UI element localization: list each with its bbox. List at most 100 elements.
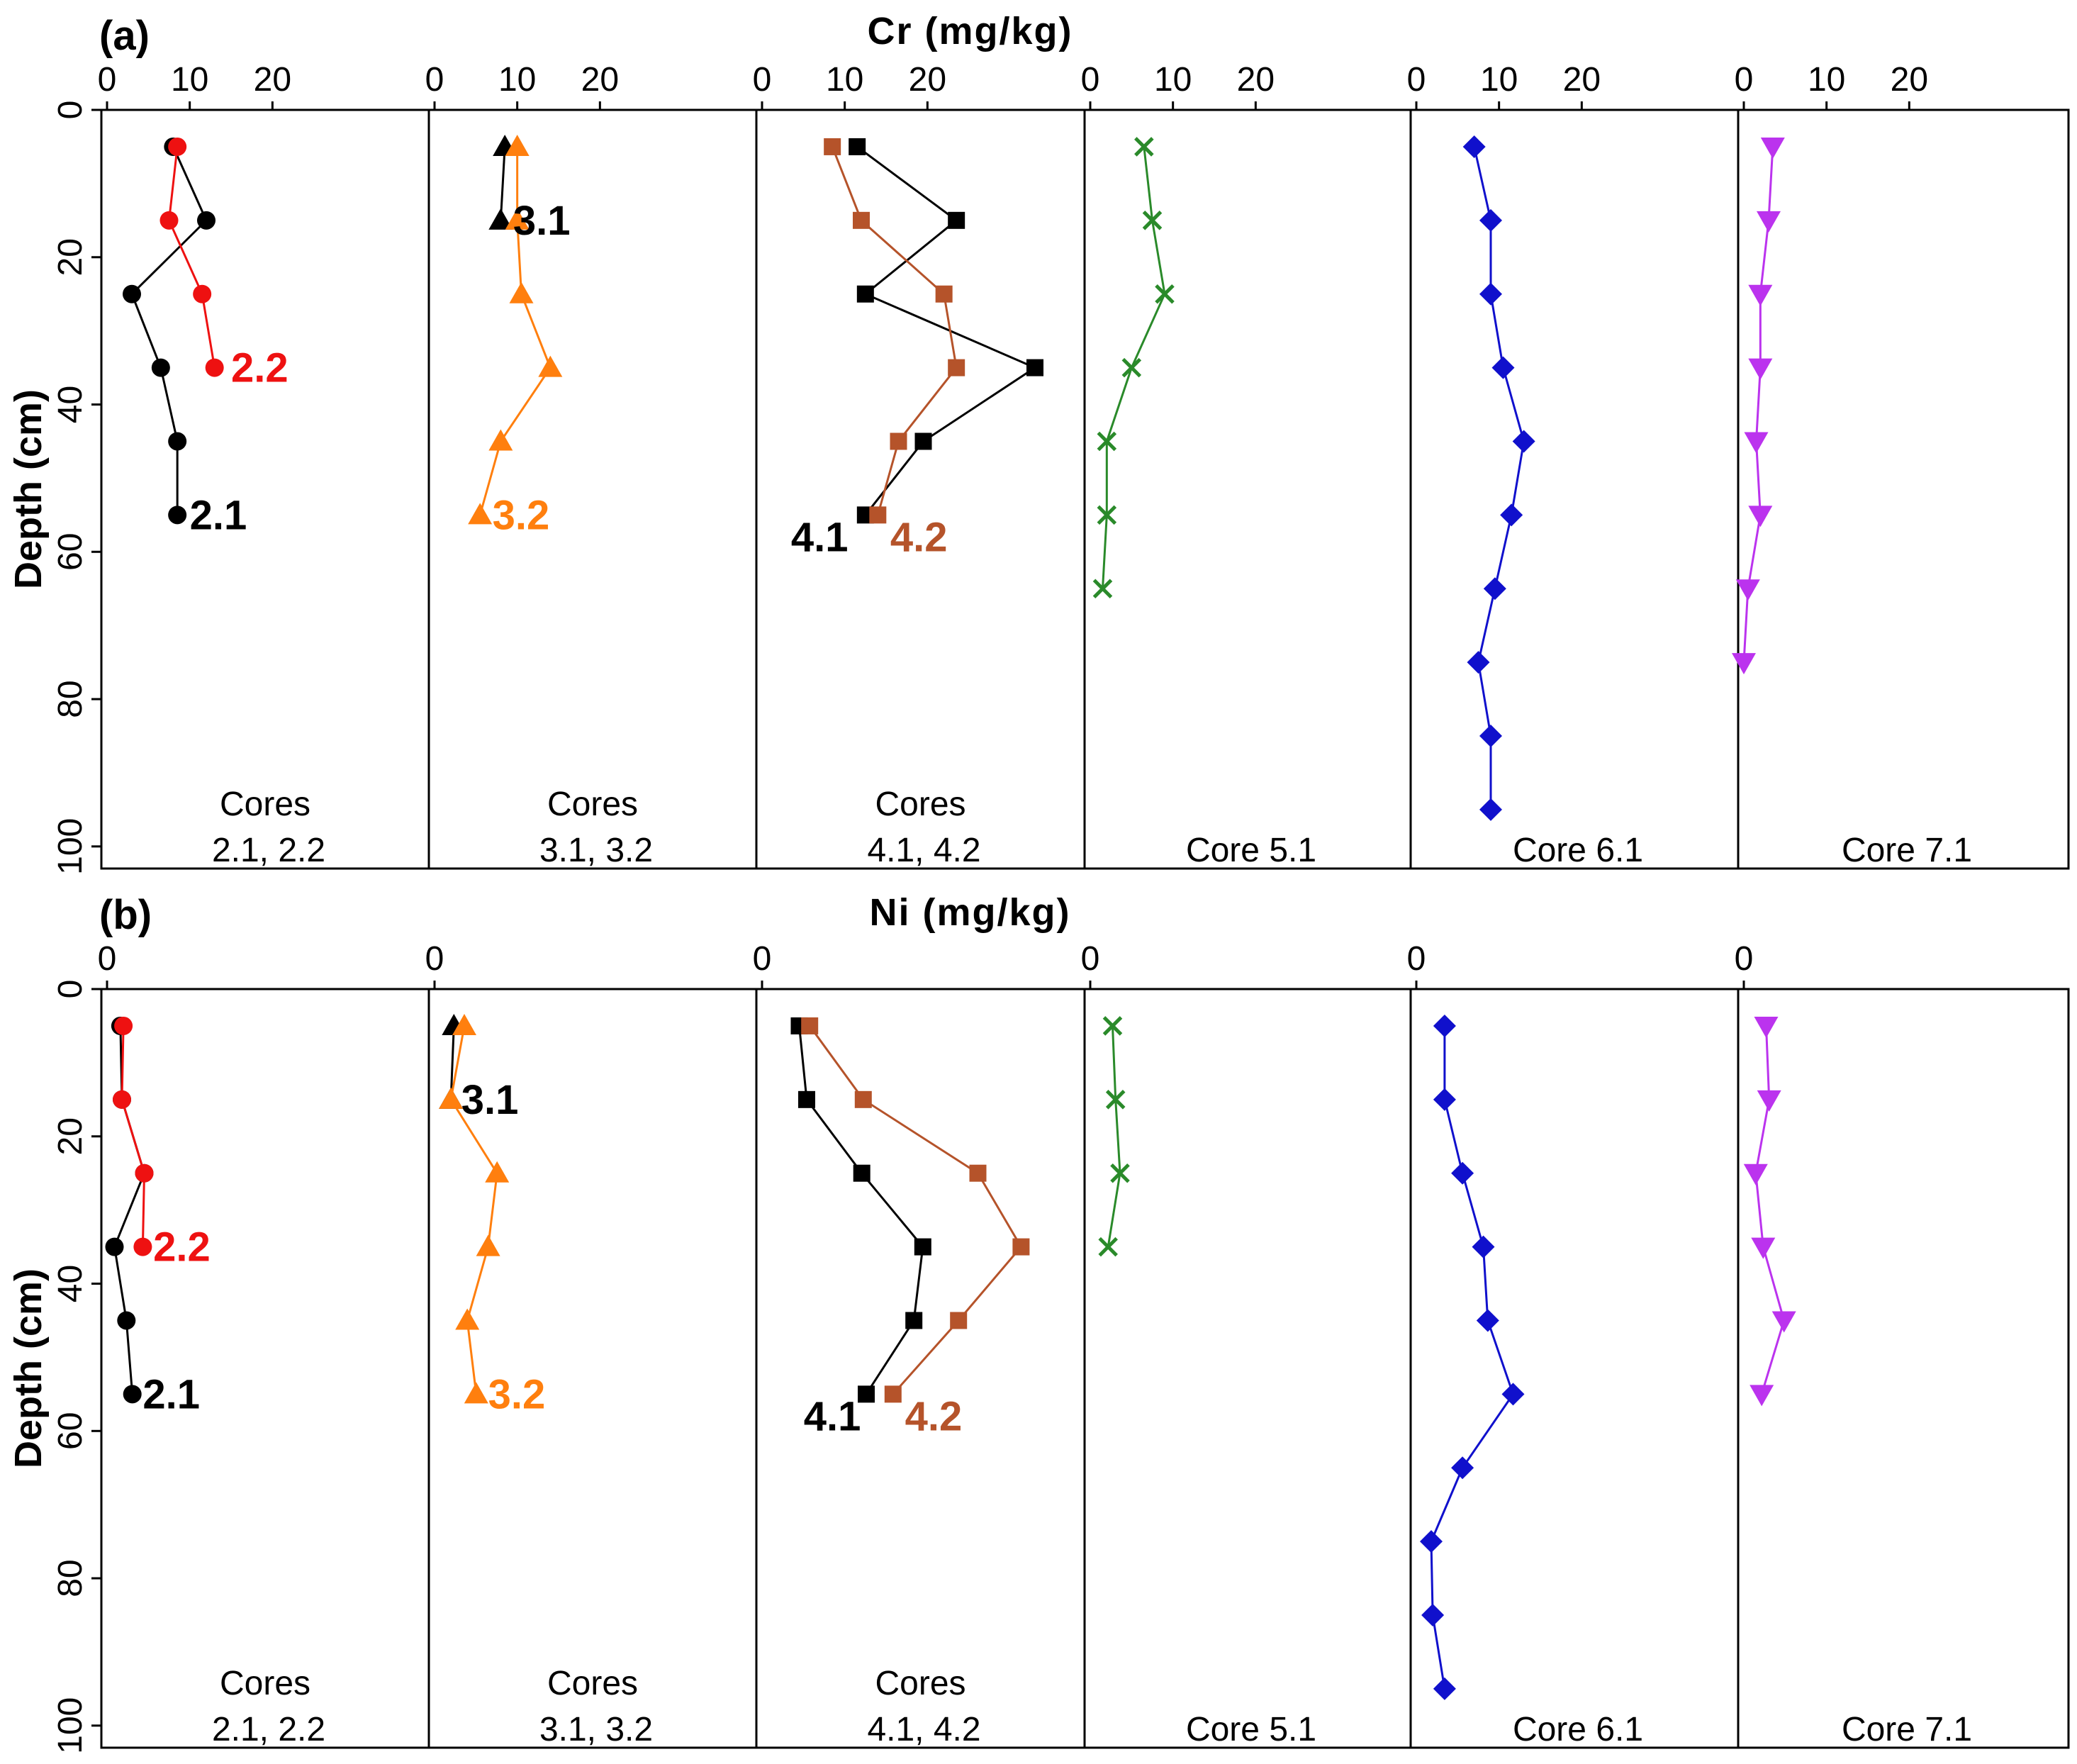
core-label-line1: Cores	[220, 1665, 310, 1702]
series-6.1	[1462, 135, 1535, 821]
subplot-3: 0 10 20 Core 5.1	[1081, 61, 1316, 869]
y-axis-label: Depth (cm)	[7, 1268, 50, 1468]
x-tick-label: 0	[425, 61, 444, 99]
series-5.1	[1098, 1016, 1130, 1257]
core-label-line2: 3.1, 3.2	[539, 832, 653, 869]
data-point-4.1	[914, 432, 932, 450]
panel-label: (a)	[99, 13, 150, 59]
series-label-3.1: 3.1	[513, 198, 571, 244]
data-point-4.2	[869, 506, 887, 524]
y-tick-label: 20	[52, 1117, 89, 1155]
data-point-2.1	[168, 506, 187, 525]
series-line-2.1	[113, 1025, 146, 1395]
data-point-4.1	[905, 1312, 923, 1329]
data-point-6.1	[1433, 1014, 1456, 1037]
data-point-7.1	[1748, 284, 1773, 306]
data-point-7.1	[1732, 653, 1756, 675]
core-label-line2: Core 6.1	[1513, 832, 1643, 869]
data-point-4.2	[884, 1385, 902, 1403]
core-label-line2: Core 5.1	[1186, 832, 1316, 869]
data-point-6.1	[1433, 1088, 1456, 1111]
y-tick-label: 20	[52, 238, 89, 276]
data-point-7.1	[1743, 1163, 1768, 1185]
series-label-4.1: 4.1	[791, 515, 849, 561]
data-point-4.2	[853, 211, 870, 229]
x-marker-stroke	[1105, 1090, 1126, 1110]
x-tick-label: 20	[254, 61, 291, 99]
data-point-3.1	[488, 208, 513, 230]
y-tick-label: 0	[52, 101, 89, 120]
series-2.2	[159, 137, 224, 377]
subplot-5: 0 10 20 Core 7.1	[1732, 61, 1972, 869]
data-point-4.2	[969, 1164, 987, 1182]
data-point-6.1	[1421, 1604, 1445, 1627]
data-point-3.2	[452, 1013, 476, 1035]
x-tick-label: 20	[581, 61, 619, 99]
series-label-4.1: 4.1	[804, 1394, 861, 1440]
x-marker-stroke	[1097, 505, 1117, 525]
data-point-7.1	[1757, 1090, 1781, 1112]
data-point-5.1	[1121, 357, 1142, 378]
series-line-6.1	[1430, 1025, 1515, 1690]
series-4.1	[790, 1017, 931, 1403]
data-point-2.2	[159, 211, 179, 230]
series-label-2.2: 2.2	[153, 1224, 211, 1271]
data-point-7.1	[1754, 1016, 1779, 1038]
x-marker-stroke	[1097, 431, 1117, 452]
data-point-6.1	[1462, 135, 1486, 158]
series-label-2.1: 2.1	[190, 492, 247, 538]
data-point-6.1	[1479, 282, 1502, 306]
data-point-2.1	[123, 284, 141, 303]
series-line-4.1	[798, 1025, 924, 1395]
data-point-4.2	[824, 138, 841, 155]
x-tick-label: 0	[98, 61, 117, 99]
y-tick-label: 60	[52, 533, 89, 571]
data-point-5.1	[1102, 1016, 1123, 1036]
series-2.2	[113, 1016, 154, 1256]
series-line-3.2	[449, 1025, 498, 1395]
data-point-6.1	[1420, 1530, 1443, 1553]
y-tick-label: 100	[52, 818, 89, 875]
series-label-3.1: 3.1	[461, 1077, 519, 1123]
series-2.1	[105, 1016, 154, 1404]
data-point-2.2	[205, 358, 224, 377]
data-point-2.1	[168, 432, 187, 451]
axis-title: Ni (mg/kg)	[870, 891, 1071, 934]
data-point-4.2	[935, 285, 953, 303]
x-tick-label: 10	[1480, 61, 1518, 99]
x-tick-label: 0	[1407, 61, 1426, 99]
data-point-6.1	[1467, 651, 1490, 674]
data-point-7.1	[1735, 579, 1760, 601]
data-point-6.1	[1451, 1456, 1474, 1480]
subplot-2: 0 10 20 Cores 4.1, 4.2	[753, 61, 1043, 869]
y-axis-label: Depth (cm)	[7, 389, 50, 589]
data-point-3.2	[505, 134, 530, 156]
data-point-7.1	[1757, 211, 1781, 233]
x-tick-label: 0	[753, 61, 772, 99]
core-label-line2: Core 7.1	[1842, 832, 1972, 869]
x-tick-label: 0	[1407, 940, 1426, 978]
panel-b: (b) Ni (mg/kg) Depth (cm) 0 20 40 60 80 100 0 Core…	[7, 891, 2070, 1754]
data-point-6.1	[1472, 1235, 1495, 1258]
series-line-6.1	[1473, 146, 1525, 810]
data-point-2.1	[197, 211, 215, 230]
data-point-7.1	[1750, 1385, 1774, 1407]
data-point-7.1	[1760, 137, 1785, 159]
data-point-3.2	[455, 1308, 480, 1330]
data-point-4.1	[853, 1164, 870, 1182]
data-point-3.2	[439, 1087, 464, 1109]
series-6.1	[1420, 1014, 1525, 1700]
y-tick-label: 40	[52, 1265, 89, 1302]
core-label-line2: Core 5.1	[1186, 1711, 1316, 1748]
data-point-4.1	[856, 285, 874, 303]
data-point-4.2	[854, 1090, 872, 1108]
data-point-7.1	[1771, 1311, 1796, 1333]
data-point-6.1	[1491, 356, 1515, 379]
subplot-4: 0 10 20 Core 6.1	[1407, 61, 1643, 869]
core-label-line2: 4.1, 4.2	[867, 1711, 980, 1748]
data-point-2.1	[105, 1237, 124, 1256]
data-point-2.1	[151, 358, 170, 377]
x-tick-label: 0	[425, 940, 444, 978]
data-point-6.1	[1476, 1309, 1499, 1332]
x-tick-label: 10	[171, 61, 208, 99]
